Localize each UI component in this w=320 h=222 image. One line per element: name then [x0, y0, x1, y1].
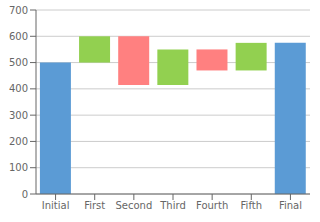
svg-text:Initial: Initial: [42, 200, 70, 211]
svg-text:0: 0: [22, 189, 28, 200]
svg-text:Final: Final: [279, 200, 302, 211]
svg-text:400: 400: [9, 83, 28, 94]
svg-text:Third: Third: [159, 200, 186, 211]
svg-text:Second: Second: [115, 200, 152, 211]
svg-text:500: 500: [9, 57, 28, 68]
svg-text:Fourth: Fourth: [196, 200, 228, 211]
svg-text:600: 600: [9, 31, 28, 42]
svg-text:Fifth: Fifth: [241, 200, 262, 211]
svg-text:100: 100: [9, 162, 28, 173]
svg-text:200: 200: [9, 136, 28, 147]
svg-text:300: 300: [9, 110, 28, 121]
svg-text:First: First: [84, 200, 105, 211]
svg-text:700: 700: [9, 5, 28, 16]
